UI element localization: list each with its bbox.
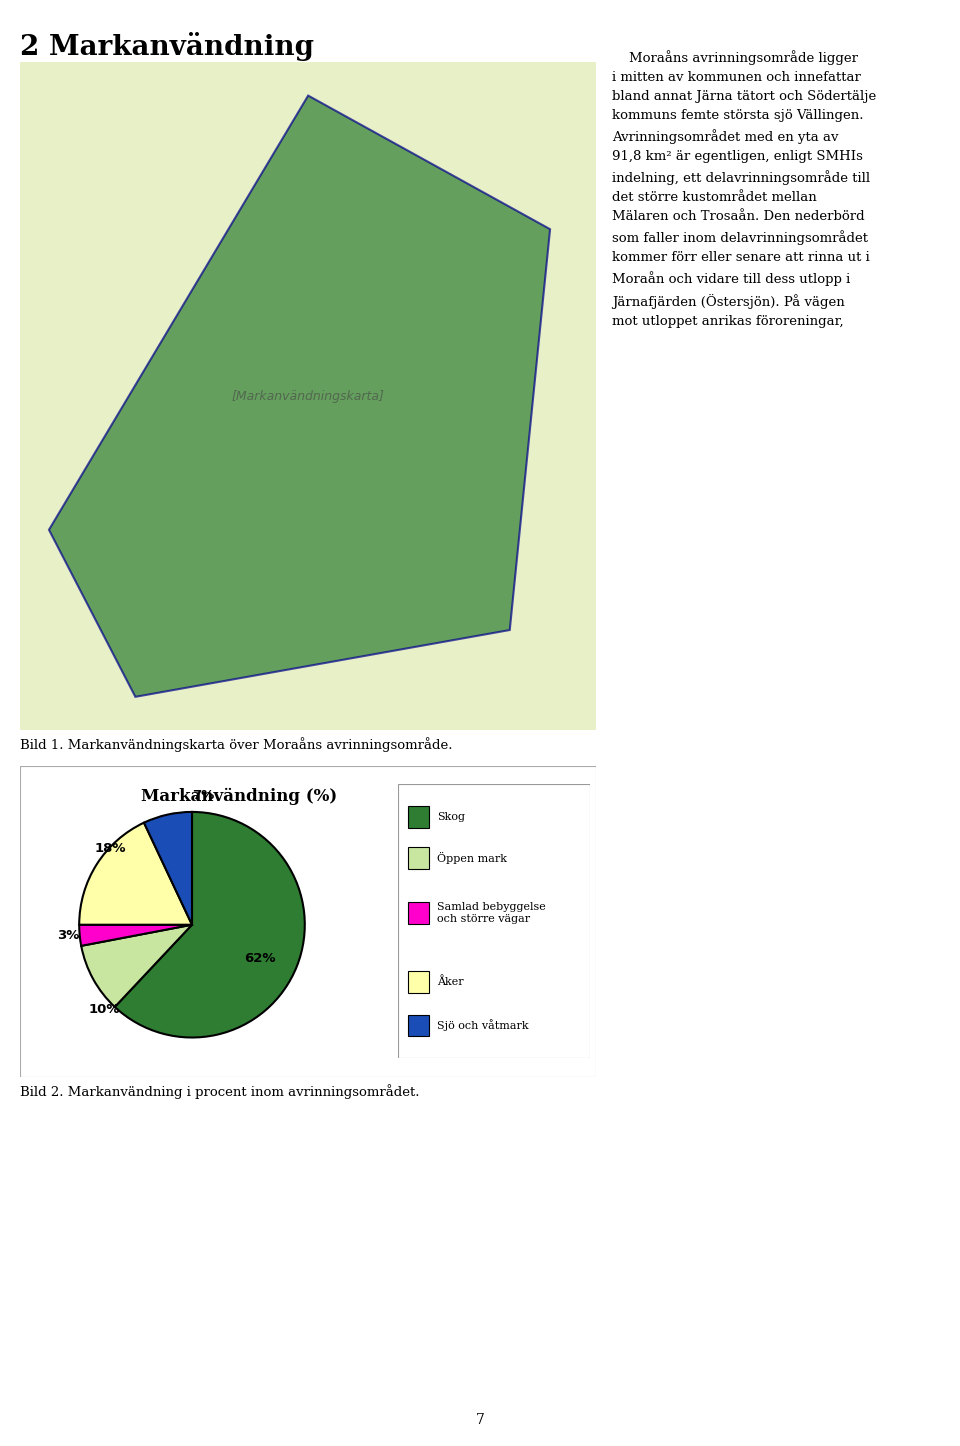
Polygon shape xyxy=(20,62,596,730)
Text: Moraåns avrinningsområde ligger
i mitten av kommunen och innefattar
bland annat : Moraåns avrinningsområde ligger i mitten… xyxy=(612,51,876,328)
Text: Sjö och våtmark: Sjö och våtmark xyxy=(437,1019,528,1031)
Wedge shape xyxy=(80,924,192,946)
Bar xyxy=(408,902,429,924)
Text: Bild 2. Markanvändning i procent inom avrinningsområdet.: Bild 2. Markanvändning i procent inom av… xyxy=(20,1084,420,1099)
Wedge shape xyxy=(115,811,304,1037)
Text: 62%: 62% xyxy=(244,951,276,964)
Text: Öppen mark: Öppen mark xyxy=(437,852,507,863)
Text: 10%: 10% xyxy=(88,1004,120,1015)
Text: 3%: 3% xyxy=(57,930,79,943)
Text: [Markanvändningskarta]: [Markanvändningskarta] xyxy=(231,390,385,402)
Bar xyxy=(408,847,429,869)
Text: Åker: Åker xyxy=(437,976,464,988)
Text: Markanvändning (%): Markanvändning (%) xyxy=(141,788,337,805)
Polygon shape xyxy=(49,95,550,697)
Bar xyxy=(408,1015,429,1037)
Text: Samlad bebyggelse
och större vägar: Samlad bebyggelse och större vägar xyxy=(437,902,545,924)
Wedge shape xyxy=(82,925,192,1006)
Wedge shape xyxy=(144,811,192,925)
Text: 7: 7 xyxy=(475,1413,485,1427)
Bar xyxy=(408,805,429,827)
Text: 7%: 7% xyxy=(192,788,214,801)
Text: Bild 1. Markanvändningskarta över Moraåns avrinningsområde.: Bild 1. Markanvändningskarta över Moraån… xyxy=(20,737,453,752)
Text: 18%: 18% xyxy=(95,842,127,855)
Text: 2 Markanvändning: 2 Markanvändning xyxy=(20,32,314,61)
Text: Skog: Skog xyxy=(437,811,465,821)
Bar xyxy=(408,970,429,992)
Wedge shape xyxy=(80,823,192,925)
